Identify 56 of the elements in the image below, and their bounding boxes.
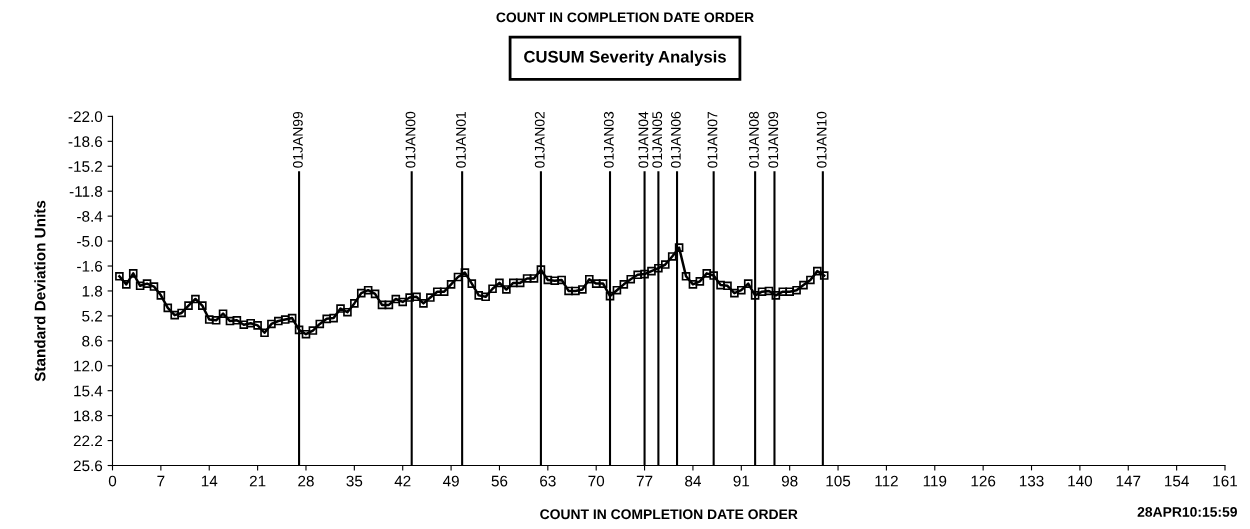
x-tick-label: 147 xyxy=(1116,475,1141,487)
y-tick-label: -11.8 xyxy=(69,186,103,197)
y-tick-label: 25.6 xyxy=(73,460,103,472)
chart-subtitle: CUSUM Severity Analysis xyxy=(524,50,726,66)
chart-title: COUNT IN COMPLETION DATE ORDER xyxy=(496,12,754,23)
ref-line-label: 01JAN09 xyxy=(768,111,779,168)
x-tick-label: 63 xyxy=(540,475,556,487)
ref-line-label: 01JAN08 xyxy=(749,111,759,168)
x-tick-label: 119 xyxy=(923,475,947,487)
ref-line-label: 01JAN03 xyxy=(603,111,614,168)
x-tick-label: 154 xyxy=(1165,475,1189,487)
x-tick-label: 140 xyxy=(1068,475,1093,487)
y-tick-label: 15.4 xyxy=(74,385,103,397)
ref-line-label: 01JAN05 xyxy=(652,111,663,168)
ref-line-label: 01JAN04 xyxy=(638,111,649,168)
x-tick-label: 70 xyxy=(588,475,605,487)
x-tick-label: 84 xyxy=(685,475,701,487)
y-tick-label: -5.0 xyxy=(77,235,103,247)
ref-line-label: 01JAN00 xyxy=(405,111,416,168)
ref-line-label: 01JAN02 xyxy=(534,111,545,168)
x-tick-label: 98 xyxy=(781,475,798,487)
x-tick-label: 133 xyxy=(1019,475,1044,487)
x-tick-label: 91 xyxy=(733,475,750,487)
ref-line-label: 01JAN99 xyxy=(292,111,303,168)
x-axis-title: COUNT IN COMPLETION DATE ORDER xyxy=(540,509,798,520)
ref-line-label: 01JAN01 xyxy=(456,111,466,168)
y-tick-label: -18.6 xyxy=(68,136,103,147)
x-tick-label: 14 xyxy=(201,475,218,487)
x-tick-label: 56 xyxy=(491,475,508,487)
y-tick-label: 1.8 xyxy=(82,285,103,297)
y-tick-label: 8.6 xyxy=(82,335,103,347)
x-tick-label: 7 xyxy=(157,475,165,487)
x-tick-label: 42 xyxy=(394,475,411,487)
ref-line-label: 01JAN07 xyxy=(707,111,718,168)
x-tick-label: 28 xyxy=(298,475,314,487)
y-tick-label: 12.0 xyxy=(74,360,103,372)
y-tick-label: 22.2 xyxy=(73,435,103,447)
y-tick-label: 18.8 xyxy=(74,410,103,422)
y-tick-label: -8.4 xyxy=(77,211,103,222)
y-tick-label: -15.2 xyxy=(68,161,103,172)
x-tick-label: 77 xyxy=(636,475,653,487)
x-tick-label: 35 xyxy=(346,475,363,487)
x-tick-label: 0 xyxy=(108,475,117,487)
ref-line-label: 01JAN06 xyxy=(670,111,681,168)
y-axis-title: Standard Deviation Units xyxy=(34,200,46,382)
x-tick-label: 126 xyxy=(971,475,996,487)
x-tick-label: 21 xyxy=(249,475,266,487)
x-tick-label: 161 xyxy=(1213,475,1237,487)
y-tick-label: -22.0 xyxy=(68,111,103,123)
text: 28APR10:15:59 xyxy=(1137,507,1237,517)
x-tick-label: 105 xyxy=(826,475,851,487)
x-tick-label: 112 xyxy=(875,475,898,487)
ref-line-label: 01JAN10 xyxy=(816,111,827,168)
x-tick-label: 49 xyxy=(442,475,459,487)
y-tick-label: 5.2 xyxy=(82,310,103,322)
y-tick-label: -1.6 xyxy=(77,260,103,272)
